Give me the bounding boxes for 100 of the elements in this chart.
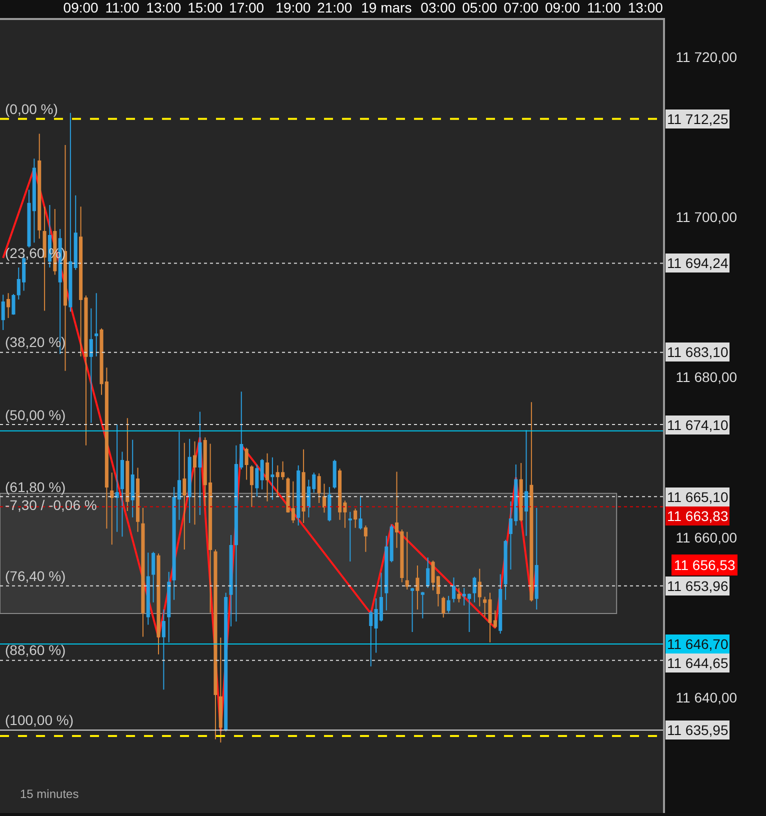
candlestick [384,535,388,611]
candlestick [452,577,456,603]
candlestick [218,637,222,744]
candlestick [426,556,430,588]
ref-line-label: 11 683,10 [667,344,728,360]
ref-line-label: 11 663,83 [667,508,728,524]
candlestick [167,571,171,643]
candlestick [188,438,192,524]
candlestick [519,462,523,522]
annotation: (76,40 %) [5,568,66,584]
candlestick [266,452,270,502]
candlestick [38,133,42,240]
candlestick [115,424,119,532]
candlestick [1,294,5,330]
ref-line-label: 11 665,10 [667,489,728,505]
x-tick-label: 15:00 [188,0,223,16]
candlestick [6,292,10,318]
candlestick [260,458,264,490]
candlestick [214,548,218,740]
candlestick [270,456,274,500]
candlestick [12,293,16,316]
x-tick-label: 09:00 [544,0,580,16]
annotation: (0,00 %) [5,101,58,117]
candlestick [405,531,409,590]
x-tick-label: 11:00 [105,0,140,16]
x-tick-label: 19:00 [276,0,311,16]
candlestick [457,587,461,603]
candlestick [332,459,336,490]
ref-line-label: 11 712,25 [667,111,728,127]
candlestick [64,144,68,372]
candlestick [410,587,414,632]
annotation: (50,00 %) [5,407,66,423]
candlestick [478,568,482,607]
candlestick [126,418,130,512]
candlestick [296,464,300,526]
candlestick [317,472,321,504]
x-tick-label: 05:00 [462,0,498,16]
candlestick [530,402,534,602]
candlestick [328,486,332,522]
candlestick [446,595,450,614]
candlestick [229,534,233,627]
annotation: (100,00 %) [5,712,74,728]
annotation: (88,60 %) [5,642,66,658]
candlestick [244,447,248,480]
x-tick-label: 07:00 [504,0,539,16]
ref-line-label: 11 635,95 [667,722,728,738]
candlestick [369,610,373,667]
ref-line-label: 11 694,24 [667,255,728,271]
y-tick-label: 11 680,00 [676,369,738,386]
candlestick [182,442,186,550]
ref-line-label: 11 674,10 [667,417,728,433]
text: 11 656,53 [674,557,736,573]
candlestick [354,508,358,528]
x-tick-label: 13:00 [628,0,664,16]
candlestick [141,507,145,638]
y-tick-label: 11 700,00 [676,208,738,225]
annotation: (61,80 %) [5,479,66,495]
y-tick-label: 11 640,00 [676,690,738,706]
x-tick-label: 13:00 [146,0,182,16]
candlestick [534,507,538,610]
candlestick [390,524,394,563]
candlestick [68,112,72,312]
candlestick [152,551,156,603]
candlestick [110,472,114,546]
candlestick [94,292,98,357]
candlestick [120,451,124,538]
candlestick [162,609,166,690]
candlestick [302,448,306,524]
candlestick [192,440,197,526]
ref-line-label: 11 653,96 [667,578,728,594]
x-tick-label: 03:00 [420,0,456,16]
candlestick [358,495,362,530]
candlestick [524,430,528,536]
candlestick [146,552,150,626]
candlestick [136,467,140,532]
ref-line-label: 11 644,65 [667,655,728,671]
annotation: 15 minutes [20,787,79,801]
x-tick-label: 09:00 [63,0,99,16]
candlestick [364,524,368,552]
y-tick-label: 11 660,00 [676,529,738,546]
candlestick [348,511,352,562]
candlestick [156,552,160,655]
candlestick [322,483,326,514]
candlestick [89,308,93,424]
y-tick-label: 11 720,00 [676,48,738,65]
candlestick [504,539,508,600]
ref-line-label: 11 646,70 [667,636,728,652]
x-tick-label: 17:00 [229,0,264,16]
candlestick [198,411,202,516]
x-tick-label: 19 mars [361,0,412,16]
candlestick [420,591,424,619]
candlestick [472,576,476,603]
candlestick [498,574,502,634]
x-tick-label: 21:00 [317,0,352,16]
candlestick [255,464,259,498]
candlestick [74,194,78,270]
candlestick [416,564,420,610]
candlestick [442,596,446,618]
x-tick-label: 11:00 [586,0,622,16]
candlestick [250,464,254,508]
